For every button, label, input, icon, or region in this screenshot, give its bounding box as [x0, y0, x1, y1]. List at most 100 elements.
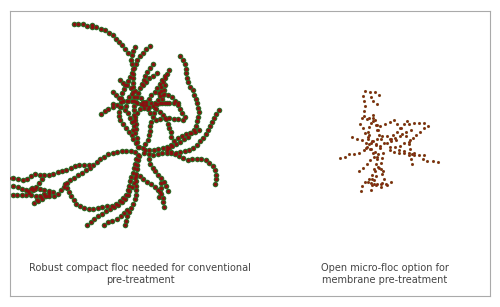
- Point: [362, 141, 370, 146]
- Point: [129, 137, 137, 142]
- Point: [150, 111, 158, 115]
- Point: [18, 186, 25, 191]
- Point: [130, 119, 138, 124]
- Point: [126, 179, 134, 184]
- Point: [129, 137, 137, 142]
- Point: [212, 172, 220, 177]
- Point: [158, 80, 166, 85]
- Point: [92, 25, 100, 29]
- Point: [366, 188, 374, 192]
- Point: [389, 133, 397, 138]
- Point: [149, 103, 157, 108]
- Point: [36, 172, 44, 177]
- Point: [137, 102, 145, 107]
- Point: [40, 188, 48, 193]
- Point: [158, 100, 166, 105]
- Point: [193, 119, 201, 124]
- Point: [212, 111, 220, 116]
- Point: [100, 222, 108, 227]
- Point: [415, 121, 423, 126]
- Point: [136, 53, 144, 58]
- Point: [376, 144, 384, 149]
- Point: [146, 44, 154, 49]
- Point: [366, 158, 374, 163]
- Point: [142, 47, 150, 52]
- Point: [364, 135, 372, 140]
- Point: [391, 135, 399, 140]
- Point: [125, 95, 133, 100]
- Point: [182, 76, 190, 80]
- Point: [83, 24, 91, 29]
- Point: [186, 84, 194, 89]
- Point: [131, 44, 139, 49]
- Point: [134, 167, 141, 172]
- Point: [373, 127, 381, 132]
- Point: [369, 116, 377, 121]
- Point: [122, 218, 130, 223]
- Point: [132, 157, 140, 161]
- Point: [410, 153, 418, 158]
- Point: [134, 162, 141, 167]
- Point: [18, 192, 26, 197]
- Point: [156, 116, 164, 121]
- Point: [31, 186, 39, 191]
- Point: [114, 203, 122, 208]
- Point: [124, 50, 132, 55]
- Point: [161, 76, 169, 81]
- Point: [188, 157, 196, 161]
- Point: [127, 149, 135, 154]
- Point: [202, 132, 209, 137]
- Point: [352, 137, 360, 142]
- Point: [180, 62, 188, 67]
- Point: [181, 114, 189, 119]
- Point: [74, 173, 82, 178]
- Point: [106, 207, 114, 212]
- Point: [132, 62, 140, 67]
- Point: [108, 203, 116, 208]
- Point: [147, 182, 155, 187]
- Point: [358, 138, 366, 143]
- Point: [70, 175, 78, 180]
- Point: [38, 196, 46, 201]
- Point: [148, 115, 156, 120]
- Point: [120, 108, 128, 113]
- Point: [124, 214, 132, 219]
- Text: Robust compact floc needed for conventional
pre-treatment: Robust compact floc needed for conventio…: [29, 263, 251, 285]
- Point: [90, 206, 98, 211]
- Point: [68, 194, 76, 199]
- Point: [400, 151, 408, 156]
- Point: [420, 120, 428, 125]
- Point: [374, 127, 382, 132]
- Point: [360, 148, 368, 153]
- Point: [130, 71, 138, 76]
- Point: [184, 80, 192, 85]
- Point: [202, 158, 210, 163]
- Point: [30, 200, 38, 205]
- Point: [122, 192, 130, 197]
- Point: [112, 201, 120, 206]
- Point: [419, 156, 427, 161]
- Point: [154, 85, 162, 90]
- Point: [32, 184, 40, 189]
- Point: [166, 130, 174, 135]
- Point: [131, 44, 139, 49]
- Point: [74, 173, 82, 178]
- Point: [60, 184, 68, 189]
- Point: [80, 163, 88, 168]
- Point: [138, 103, 146, 108]
- Point: [392, 138, 400, 143]
- Point: [94, 214, 102, 219]
- Point: [151, 184, 159, 189]
- Point: [144, 152, 152, 157]
- Point: [118, 148, 126, 153]
- Point: [27, 174, 35, 179]
- Point: [90, 216, 98, 221]
- Point: [62, 181, 70, 185]
- Point: [160, 204, 168, 209]
- Point: [382, 181, 390, 186]
- Point: [14, 184, 22, 189]
- Point: [377, 167, 385, 172]
- Point: [378, 185, 386, 190]
- Point: [108, 33, 116, 38]
- Point: [117, 105, 125, 110]
